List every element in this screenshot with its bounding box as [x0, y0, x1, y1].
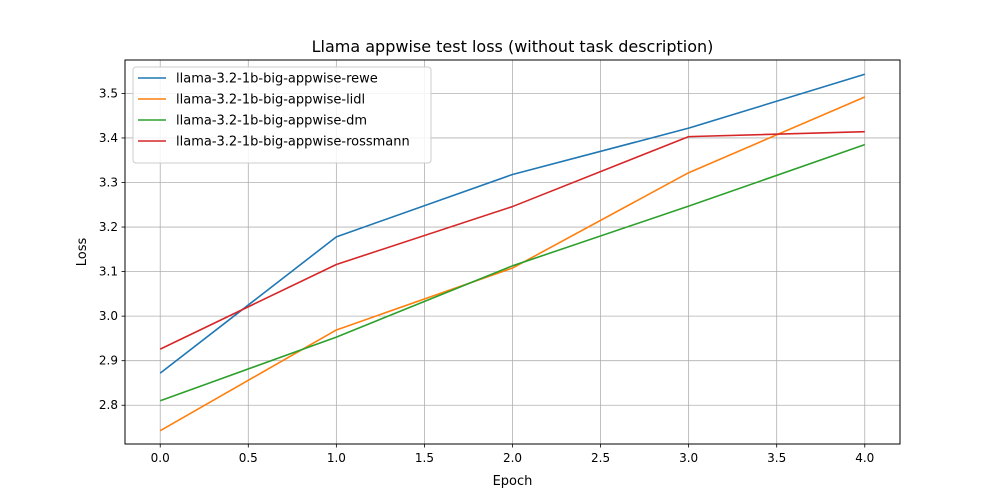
x-axis-label: Epoch — [493, 474, 533, 489]
y-tick-label: 3.5 — [99, 86, 118, 100]
y-tick-label: 2.9 — [99, 354, 118, 368]
axis-ticks: 0.0 0.5 1.0 1.5 2.0 2.5 3.0 3.5 4.0 2.8 2.9 3.0 3.1 3… — [99, 86, 874, 465]
x-tick-label: 3.5 — [767, 451, 786, 465]
legend-label-3: llama-3.2-1b-big-appwise-dm — [176, 114, 367, 129]
legend-box — [132, 66, 432, 164]
series-lines — [159, 73, 866, 432]
legend-label-1: llama-3.2-1b-big-appwise-rewe — [176, 72, 378, 87]
y-tick-label: 2.8 — [99, 398, 118, 412]
y-tick-label: 3.3 — [99, 176, 118, 190]
y-tick-label: 3.0 — [99, 309, 118, 323]
series-line-1 — [159, 73, 866, 374]
legend-label-2: llama-3.2-1b-big-appwise-lidl — [176, 93, 365, 108]
x-tick-label: 4.0 — [855, 451, 874, 465]
x-tick-label: 0.5 — [239, 451, 258, 465]
x-tick-label: 1.5 — [415, 451, 434, 465]
x-tick-label: 0.0 — [151, 451, 170, 465]
y-tick-label: 3.4 — [99, 131, 118, 145]
series-line-2 — [159, 96, 866, 432]
chart-title: Llama appwise test loss (without task de… — [312, 37, 714, 56]
x-tick-label: 2.5 — [591, 451, 610, 465]
legend-label-4: llama-3.2-1b-big-appwise-rossmann — [176, 135, 410, 150]
y-tick-label: 3.2 — [99, 220, 118, 234]
x-tick-label: 2.0 — [503, 451, 522, 465]
x-tick-label: 1.0 — [327, 451, 346, 465]
legend: llama-3.2-1b-big-appwise-rewe llama-3.2-1… — [132, 66, 432, 164]
x-tick-label: 3.0 — [679, 451, 698, 465]
y-tick-label: 3.1 — [99, 265, 118, 279]
series-line-4 — [159, 130, 865, 350]
series-line-3 — [159, 143, 866, 402]
y-axis-label: Loss — [75, 238, 90, 267]
